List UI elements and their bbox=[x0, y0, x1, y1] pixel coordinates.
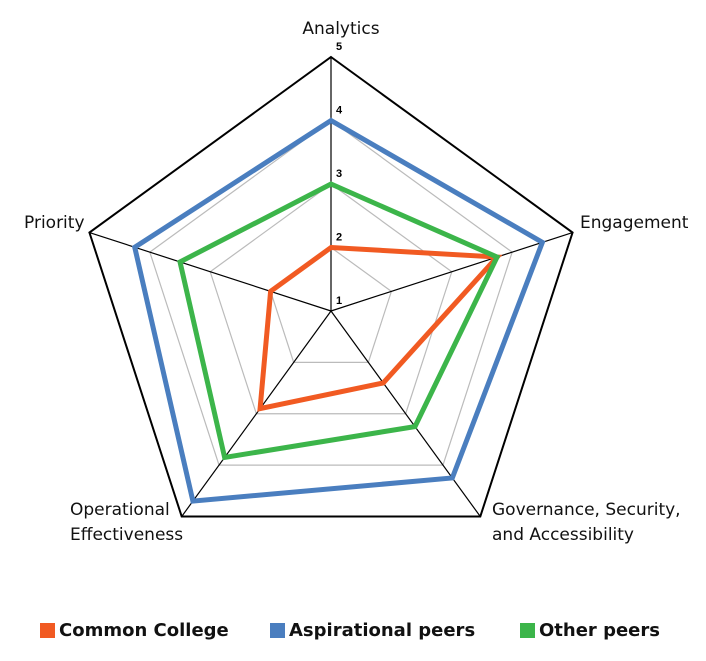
spoke bbox=[181, 310, 332, 517]
legend-label: Aspirational peers bbox=[289, 620, 476, 641]
legend-swatch bbox=[40, 623, 55, 638]
series-line bbox=[257, 244, 503, 412]
series-line bbox=[131, 117, 546, 504]
legend-swatch bbox=[270, 623, 285, 638]
y-tick-label: 2 bbox=[336, 231, 342, 243]
spoke bbox=[89, 231, 332, 312]
axis-label: Priority bbox=[24, 213, 85, 233]
y-tick-label: 5 bbox=[336, 41, 342, 53]
legend-label: Other peers bbox=[539, 620, 660, 641]
grid-ring bbox=[88, 55, 574, 518]
y-tick-label: 1 bbox=[336, 295, 342, 307]
spoke bbox=[330, 231, 573, 312]
grid-ring bbox=[149, 119, 513, 466]
axis-label: Operational Effectiveness bbox=[70, 500, 184, 545]
legend-item: Other peers bbox=[520, 620, 660, 641]
grid-ring bbox=[209, 183, 453, 415]
axis-label: Engagement bbox=[580, 213, 689, 233]
y-tick-label: 3 bbox=[336, 168, 342, 180]
legend-label: Common College bbox=[59, 620, 229, 641]
legend-item: Common College bbox=[40, 620, 229, 641]
legend-swatch bbox=[520, 623, 535, 638]
axis-label: Governance, Security, and Accessibility bbox=[492, 500, 681, 545]
legend-item: Aspirational peers bbox=[270, 620, 475, 641]
axis-label: Analytics bbox=[302, 19, 380, 39]
y-tick-label: 4 bbox=[336, 104, 343, 116]
spoke bbox=[330, 310, 481, 517]
series-line bbox=[177, 181, 501, 461]
